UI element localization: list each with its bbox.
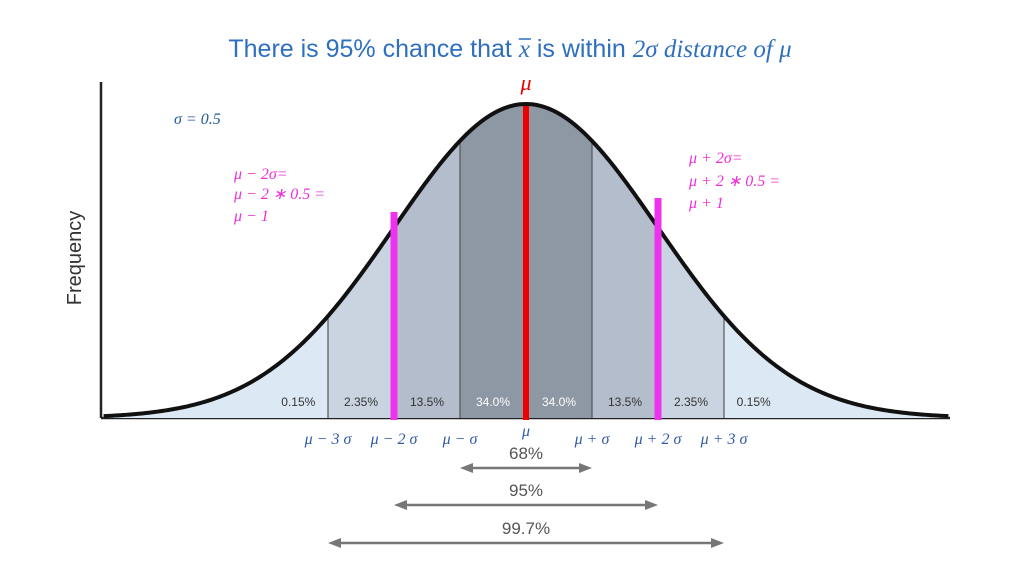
range-arrow-head-right	[711, 538, 724, 548]
range-arrow-head-right	[645, 500, 658, 510]
band-fill	[460, 104, 526, 418]
x-tick-labels: μ − 3 σ μ − 2 σ μ − σ μ μ + σ μ + 2 σ μ + 3 σ	[304, 423, 749, 448]
range-label: 99.7%	[502, 519, 550, 538]
sigma-note: σ = 0.5	[174, 111, 221, 128]
range-arrow-head-right	[579, 463, 592, 473]
left-annotation-line-2: μ − 2 ∗ 0.5 =	[233, 186, 325, 203]
left-annotation-line-3: μ − 1	[233, 208, 269, 225]
right-annotation-line-1: μ + 2σ=	[688, 150, 743, 167]
x-tick-label: μ + σ	[574, 431, 611, 448]
band-label: 34.0%	[476, 395, 510, 409]
right-annotation-line-2: μ + 2 ∗ 0.5 =	[688, 173, 780, 190]
left-annotation: μ − 2σ= μ − 2 ∗ 0.5 = μ − 1	[233, 166, 325, 225]
x-tick-label: μ − 2 σ	[370, 431, 419, 448]
range-arrows: 68% 95% 99.7%	[328, 444, 724, 548]
title-middle: is within	[530, 35, 633, 63]
band-label: 13.5%	[608, 395, 642, 409]
title-xbar: x	[518, 36, 530, 63]
band-label: 0.15%	[737, 395, 771, 409]
x-tick-label: μ + 3 σ	[700, 431, 749, 448]
range-arrow-head-left	[328, 538, 341, 548]
band-fills	[103, 104, 949, 418]
band-fill	[526, 104, 592, 418]
x-tick-label: μ − 3 σ	[304, 431, 353, 448]
band-fill	[394, 140, 460, 418]
title-math-tail: 2σ distance of μ	[633, 36, 792, 63]
x-tick-label: μ − σ	[442, 431, 479, 448]
band-labels: 0.15% 2.35% 13.5% 34.0% 34.0% 13.5% 2.35% 0.15%	[281, 395, 771, 409]
band-fill	[724, 316, 949, 418]
band-label: 13.5%	[410, 395, 444, 409]
mu-top-label: μ	[519, 70, 531, 95]
band-fill	[658, 227, 724, 418]
range-label: 68%	[509, 444, 543, 463]
right-annotation-line-3: μ + 1	[688, 195, 724, 212]
x-tick-label: μ	[521, 423, 530, 440]
bell-curve	[103, 101, 949, 419]
range-arrow-head-left	[460, 463, 473, 473]
title-prefix: There is 95% chance that	[228, 35, 518, 63]
y-axis-label: Frequency	[64, 211, 86, 306]
right-annotation: μ + 2σ= μ + 2 ∗ 0.5 = μ + 1	[688, 150, 780, 212]
x-tick-label: μ + 2 σ	[634, 431, 683, 448]
band-label: 2.35%	[674, 395, 708, 409]
band-fill	[592, 140, 658, 418]
range-label: 95%	[509, 481, 543, 500]
diagram-title: There is 95% chance that x is within 2σ …	[228, 35, 791, 63]
left-annotation-line-1: μ − 2σ=	[233, 166, 288, 183]
range-arrow-head-left	[394, 500, 407, 510]
band-label: 34.0%	[542, 395, 576, 409]
band-fill	[103, 316, 328, 418]
band-fill	[328, 227, 394, 418]
band-label: 2.35%	[344, 395, 378, 409]
band-label: 0.15%	[281, 395, 315, 409]
marker-lines	[390, 106, 662, 420]
